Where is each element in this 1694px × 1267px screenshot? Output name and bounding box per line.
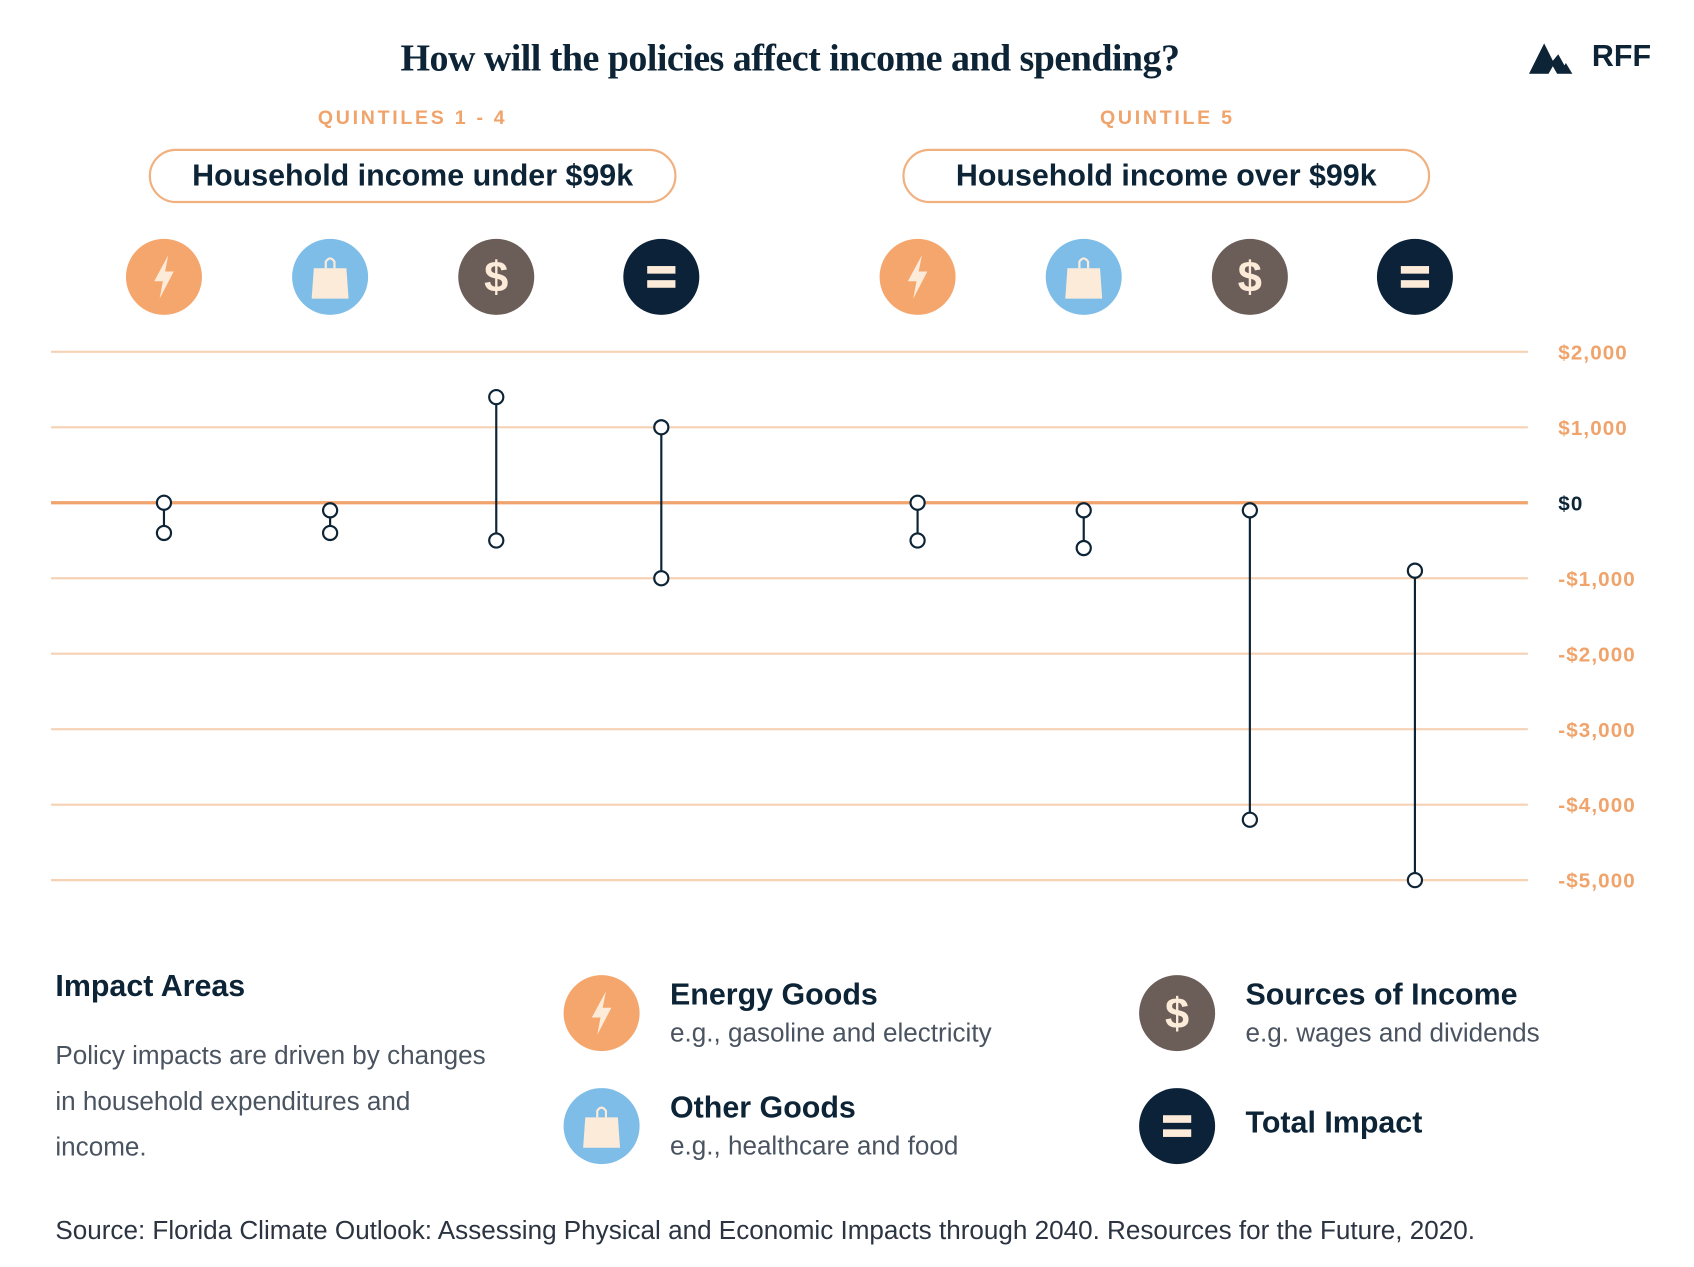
shopping-bag-icon xyxy=(292,238,369,315)
range-other-goods xyxy=(1075,502,1092,557)
dollar-icon: $ xyxy=(1139,975,1216,1052)
range-start-point xyxy=(155,494,173,511)
y-tick-label: -$4,000 xyxy=(1558,794,1636,817)
lightning-icon xyxy=(879,238,956,315)
y-tick-label: -$3,000 xyxy=(1558,719,1636,742)
group-pill-over-99k: Household income over $99k xyxy=(902,148,1431,204)
legend-icon xyxy=(563,975,640,1052)
group-label-q5: QUINTILE 5 xyxy=(1099,106,1235,129)
y-tick-label: -$5,000 xyxy=(1558,870,1636,893)
range-end-point xyxy=(1241,811,1259,828)
legend-desc: e.g. wages and dividends xyxy=(1245,1018,1540,1048)
svg-text:$: $ xyxy=(1165,990,1189,1038)
range-start-point xyxy=(1241,502,1259,519)
range-sources-of-income xyxy=(1241,502,1259,828)
equals-icon xyxy=(623,238,700,315)
legend-desc: e.g., gasoline and electricity xyxy=(670,1018,992,1048)
legend-title: Total Impact xyxy=(1245,1105,1423,1140)
legend-icon xyxy=(1139,1088,1216,1165)
legend-title: Energy Goods xyxy=(670,977,878,1011)
legend-description: Policy impacts are driven by changes in … xyxy=(55,1041,486,1162)
logo-text: RFF xyxy=(1591,39,1652,73)
range-end-point xyxy=(488,532,505,549)
range-end-point xyxy=(1406,871,1424,889)
legend-title: Other Goods xyxy=(670,1090,856,1124)
legend-title: Sources of Income xyxy=(1245,977,1518,1011)
chart-title: How will the policies affect income and … xyxy=(400,36,1180,80)
dollar-icon: $ xyxy=(458,238,535,315)
y-tick-label: -$2,000 xyxy=(1558,643,1636,666)
range-total-impact xyxy=(1406,562,1424,889)
svg-text:$: $ xyxy=(1238,254,1262,302)
legend-icon xyxy=(563,1088,640,1165)
legend-icon: $ xyxy=(1139,975,1216,1052)
range-end-point xyxy=(909,532,926,549)
range-sources-of-income xyxy=(488,388,505,549)
mountain-logo-icon xyxy=(1528,43,1573,74)
y-tick-label: $2,000 xyxy=(1558,341,1628,364)
y-tick-label: -$1,000 xyxy=(1558,568,1636,591)
source-note: Source: Florida Climate Outlook: Assessi… xyxy=(55,1216,1476,1246)
equals-icon xyxy=(1376,238,1453,315)
range-end-point xyxy=(1075,539,1092,557)
range-end-point xyxy=(155,524,173,542)
range-end-point xyxy=(653,570,670,587)
svg-text:$: $ xyxy=(484,254,508,302)
range-start-point xyxy=(488,388,505,406)
group-label-q1-4: QUINTILES 1 - 4 xyxy=(317,106,508,129)
shopping-bag-icon xyxy=(563,1088,640,1165)
lightning-icon xyxy=(563,975,640,1052)
lightning-icon xyxy=(125,238,202,315)
group-pill-under-99k: Household income under $99k xyxy=(148,148,677,204)
y-tick-label: $0 xyxy=(1558,492,1583,515)
range-chart: $2,000 $1,000 $0 -$1,000 -$2,000 -$3,000 -$4,0… xyxy=(51,238,1636,893)
legend-desc: e.g., healthcare and food xyxy=(670,1131,959,1161)
shopping-bag-icon xyxy=(1045,238,1122,315)
dollar-icon: $ xyxy=(1211,238,1288,315)
range-start-point xyxy=(1406,562,1424,579)
range-start-point xyxy=(1075,502,1092,519)
range-start-point xyxy=(321,502,339,519)
legend-heading: Impact Areas xyxy=(55,968,246,1003)
range-end-point xyxy=(321,524,339,542)
rff-logo: RFF xyxy=(1528,39,1652,74)
range-start-point xyxy=(909,494,926,511)
y-tick-label: $1,000 xyxy=(1558,417,1628,440)
range-start-point xyxy=(653,419,670,436)
equals-icon xyxy=(1139,1088,1216,1165)
range-energy-goods xyxy=(909,494,926,549)
range-other-goods xyxy=(321,502,339,542)
range-total-impact xyxy=(653,419,670,587)
range-energy-goods xyxy=(155,494,173,542)
